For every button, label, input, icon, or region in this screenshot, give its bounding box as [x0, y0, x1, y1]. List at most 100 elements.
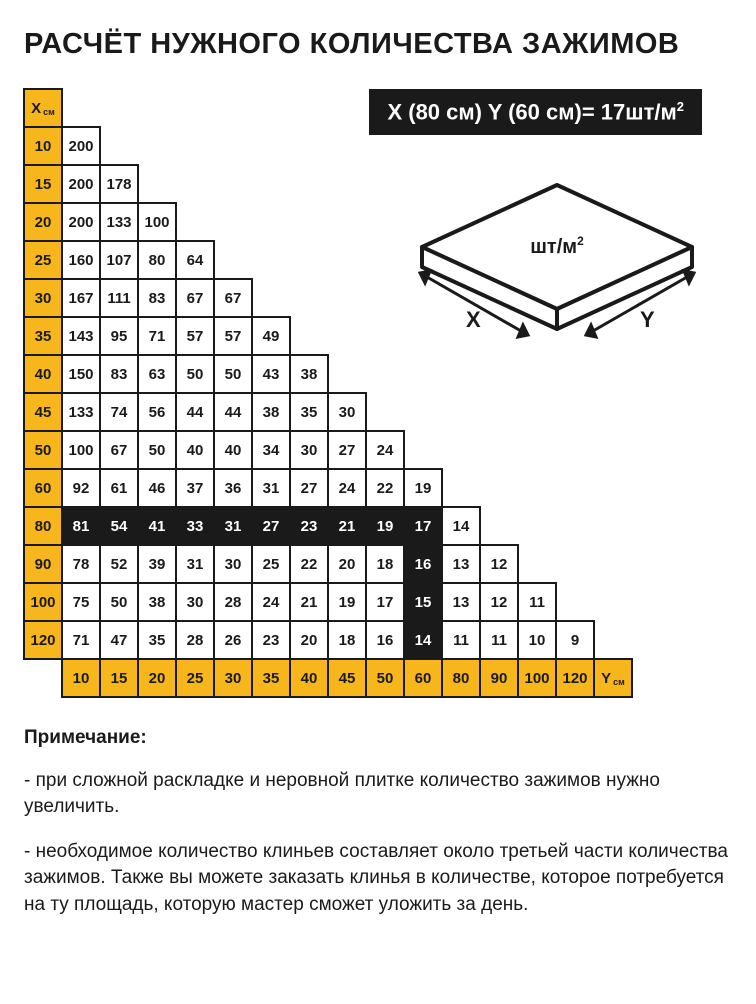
cell-40-30: 50	[213, 354, 253, 394]
cell-60-25: 37	[175, 468, 215, 508]
y-header-120: 120	[555, 658, 595, 698]
cell-35-35: 49	[251, 316, 291, 356]
y-header-80: 80	[441, 658, 481, 698]
cell-35-10: 143	[61, 316, 101, 356]
formula-box: X (80 см) Y (60 см)= 17шт/м2	[369, 89, 702, 135]
notes-section: Примечание: - при сложной раскладке и не…	[24, 725, 732, 919]
x-header-10: 10	[23, 126, 63, 166]
y-header-30: 30	[213, 658, 253, 698]
cell-90-20: 39	[137, 544, 177, 584]
x-header-15: 15	[23, 164, 63, 204]
cell-80-40: 23	[289, 506, 329, 546]
cell-100-100: 11	[517, 582, 557, 622]
cell-120-35: 23	[251, 620, 291, 660]
cell-45-25: 44	[175, 392, 215, 432]
cell-80-60: 17	[403, 506, 443, 546]
cell-60-45: 24	[327, 468, 367, 508]
cell-30-30: 67	[213, 278, 253, 318]
cell-50-15: 67	[99, 430, 139, 470]
x-header-30: 30	[23, 278, 63, 318]
cell-90-90: 12	[479, 544, 519, 584]
cell-35-15: 95	[99, 316, 139, 356]
cell-120-100: 10	[517, 620, 557, 660]
cell-50-40: 30	[289, 430, 329, 470]
cell-45-20: 56	[137, 392, 177, 432]
y-header-90: 90	[479, 658, 519, 698]
cell-100-35: 24	[251, 582, 291, 622]
x-header-50: 50	[23, 430, 63, 470]
cell-120-60: 14	[403, 620, 443, 660]
cell-35-20: 71	[137, 316, 177, 356]
cell-80-35: 27	[251, 506, 291, 546]
cell-100-30: 28	[213, 582, 253, 622]
cell-80-80: 14	[441, 506, 481, 546]
cell-30-20: 83	[137, 278, 177, 318]
cell-45-45: 30	[327, 392, 367, 432]
cell-100-45: 19	[327, 582, 367, 622]
cell-10-10: 200	[61, 126, 101, 166]
cell-120-90: 11	[479, 620, 519, 660]
cell-90-15: 52	[99, 544, 139, 584]
cell-35-25: 57	[175, 316, 215, 356]
cell-120-50: 16	[365, 620, 405, 660]
cell-100-15: 50	[99, 582, 139, 622]
y-axis-label: Yсм	[593, 658, 633, 698]
y-header-50: 50	[365, 658, 405, 698]
cell-100-90: 12	[479, 582, 519, 622]
cell-30-25: 67	[175, 278, 215, 318]
note-1: - при сложной раскладке и неровной плитк…	[24, 768, 732, 821]
cell-120-80: 11	[441, 620, 481, 660]
y-header-40: 40	[289, 658, 329, 698]
cell-80-25: 33	[175, 506, 215, 546]
cell-35-30: 57	[213, 316, 253, 356]
cell-100-40: 21	[289, 582, 329, 622]
cell-120-45: 18	[327, 620, 367, 660]
y-header-60: 60	[403, 658, 443, 698]
x-header-25: 25	[23, 240, 63, 280]
x-header-100: 100	[23, 582, 63, 622]
y-header-10: 10	[61, 658, 101, 698]
cell-50-10: 100	[61, 430, 101, 470]
cell-80-10: 81	[61, 506, 101, 546]
cell-120-30: 26	[213, 620, 253, 660]
cell-45-40: 35	[289, 392, 329, 432]
cell-25-15: 107	[99, 240, 139, 280]
note-2: - необходимое количество клиньев составл…	[24, 839, 732, 919]
formula-text: X (80 см) Y (60 см)= 17шт/м	[387, 99, 676, 124]
x-header-20: 20	[23, 202, 63, 242]
cell-50-50: 24	[365, 430, 405, 470]
cell-45-35: 38	[251, 392, 291, 432]
cell-20-10: 200	[61, 202, 101, 242]
cell-120-10: 71	[61, 620, 101, 660]
cell-40-25: 50	[175, 354, 215, 394]
cell-60-20: 46	[137, 468, 177, 508]
x-axis-label: Xсм	[23, 88, 63, 128]
cell-90-60: 16	[403, 544, 443, 584]
cell-60-15: 61	[99, 468, 139, 508]
cell-20-20: 100	[137, 202, 177, 242]
cell-90-10: 78	[61, 544, 101, 584]
y-header-20: 20	[137, 658, 177, 698]
cell-80-45: 21	[327, 506, 367, 546]
x-header-60: 60	[23, 468, 63, 508]
y-header-35: 35	[251, 658, 291, 698]
cell-120-40: 20	[289, 620, 329, 660]
formula-sup: 2	[677, 99, 684, 114]
svg-text:Y: Y	[640, 307, 655, 332]
cell-50-20: 50	[137, 430, 177, 470]
cell-20-15: 133	[99, 202, 139, 242]
cell-80-30: 31	[213, 506, 253, 546]
cell-50-25: 40	[175, 430, 215, 470]
x-header-90: 90	[23, 544, 63, 584]
cell-40-20: 63	[137, 354, 177, 394]
cell-90-35: 25	[251, 544, 291, 584]
cell-90-30: 30	[213, 544, 253, 584]
cell-15-10: 200	[61, 164, 101, 204]
cell-60-40: 27	[289, 468, 329, 508]
cell-100-20: 38	[137, 582, 177, 622]
cell-120-25: 28	[175, 620, 215, 660]
svg-text:шт/м2: шт/м2	[530, 234, 584, 258]
cell-80-15: 54	[99, 506, 139, 546]
cell-25-10: 160	[61, 240, 101, 280]
cell-40-40: 38	[289, 354, 329, 394]
